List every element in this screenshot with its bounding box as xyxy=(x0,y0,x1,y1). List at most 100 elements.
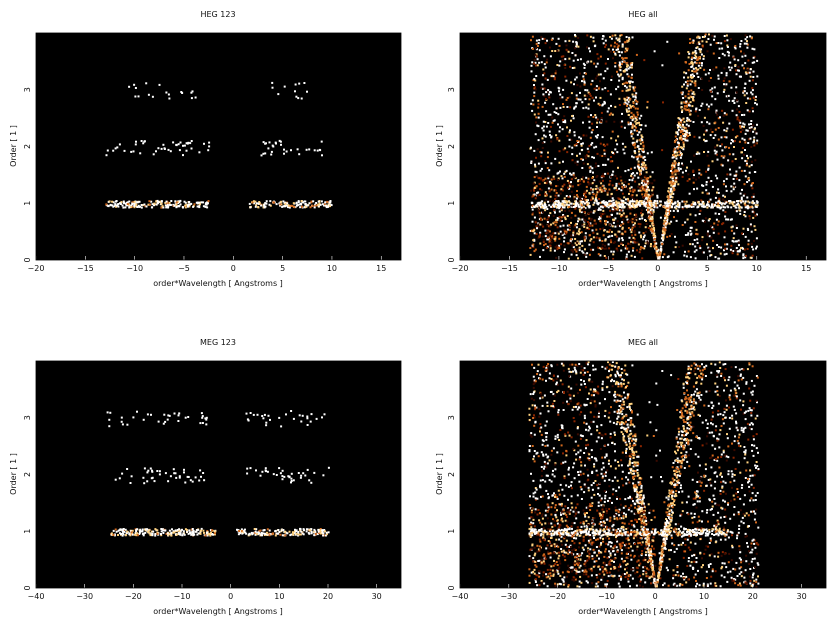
density-cell xyxy=(588,552,591,555)
density-cell xyxy=(580,144,583,147)
density-cell xyxy=(637,185,640,188)
density-cell xyxy=(557,232,560,235)
density-cell xyxy=(543,217,546,220)
density-cell xyxy=(631,228,633,231)
density-cell xyxy=(687,51,690,53)
density-cell xyxy=(595,87,598,90)
density-cell xyxy=(633,216,636,219)
density-cell xyxy=(616,549,619,552)
density-cell xyxy=(689,101,692,104)
density-cell xyxy=(635,584,638,587)
density-cell xyxy=(559,230,562,233)
density-cell xyxy=(178,475,181,478)
density-cell xyxy=(264,533,267,536)
density-cell xyxy=(725,146,728,148)
density-cell xyxy=(566,224,569,227)
density-cell xyxy=(606,203,609,206)
density-cell xyxy=(631,221,634,224)
density-cell xyxy=(265,200,268,203)
density-cell xyxy=(739,121,742,124)
density-cell xyxy=(204,417,207,420)
density-cell xyxy=(305,530,308,533)
density-cell xyxy=(637,200,640,203)
density-cell xyxy=(708,218,711,220)
density-cell xyxy=(193,203,196,206)
density-cell xyxy=(160,202,163,205)
density-cell xyxy=(203,531,205,534)
density-cell xyxy=(577,98,580,101)
density-cell xyxy=(554,435,557,438)
density-cell xyxy=(575,201,578,204)
density-cell xyxy=(564,40,567,43)
density-cell xyxy=(554,236,557,238)
density-cell xyxy=(678,202,681,205)
density-cell xyxy=(670,220,673,223)
density-cell xyxy=(704,217,707,220)
density-cell xyxy=(649,196,652,198)
density-cell xyxy=(568,187,571,190)
density-cell xyxy=(629,187,631,190)
density-cell xyxy=(627,395,630,398)
density-cell xyxy=(184,481,187,484)
density-cell xyxy=(690,232,693,235)
density-cell xyxy=(329,201,332,204)
density-cell xyxy=(601,247,604,250)
density-cell xyxy=(271,81,274,84)
density-cell xyxy=(575,76,578,79)
density-cell xyxy=(330,204,333,207)
density-cell xyxy=(557,113,560,116)
density-cell xyxy=(675,241,678,244)
density-cell xyxy=(532,246,535,248)
density-cell xyxy=(750,551,753,554)
density-cell xyxy=(614,553,617,556)
density-cell xyxy=(117,203,120,205)
density-cell xyxy=(733,58,736,61)
density-cell xyxy=(725,247,728,250)
density-cell xyxy=(614,52,617,55)
density-cell xyxy=(606,201,609,204)
density-cell xyxy=(115,205,118,208)
density-cell xyxy=(731,128,734,131)
density-cell xyxy=(644,124,647,127)
density-cell xyxy=(626,104,628,107)
density-cell xyxy=(709,198,712,201)
density-cell xyxy=(628,80,631,83)
density-cell xyxy=(656,200,659,203)
density-cell xyxy=(628,203,631,206)
x-tick-label: −30 xyxy=(76,592,93,601)
density-cell xyxy=(603,568,605,571)
density-cell xyxy=(588,126,591,129)
density-cell xyxy=(630,240,632,243)
density-cell xyxy=(567,195,570,198)
density-cell xyxy=(743,193,746,196)
density-cell xyxy=(747,71,750,74)
density-cell xyxy=(167,414,170,417)
density-cell xyxy=(255,202,258,205)
density-cell xyxy=(749,129,752,132)
density-cell xyxy=(608,229,611,231)
density-cell xyxy=(142,418,145,421)
density-cell xyxy=(270,153,273,156)
density-cell xyxy=(621,205,624,208)
density-cell xyxy=(539,255,541,258)
density-cell xyxy=(726,50,729,53)
density-cell xyxy=(578,152,581,155)
density-cell xyxy=(557,123,559,126)
density-cell xyxy=(607,206,610,209)
density-cell xyxy=(552,214,555,217)
density-cell xyxy=(692,121,695,123)
density-cell xyxy=(583,238,586,241)
density-cell xyxy=(675,180,678,183)
density-cell xyxy=(700,77,703,80)
density-cell xyxy=(535,121,537,124)
density-cell xyxy=(240,528,243,531)
density-cell xyxy=(565,98,568,101)
density-cell xyxy=(553,111,556,114)
density-cell xyxy=(676,124,679,127)
density-cell xyxy=(530,189,533,192)
density-cell xyxy=(745,160,748,163)
density-cell xyxy=(730,66,733,69)
density-cell xyxy=(744,82,747,85)
density-cell xyxy=(557,489,560,492)
